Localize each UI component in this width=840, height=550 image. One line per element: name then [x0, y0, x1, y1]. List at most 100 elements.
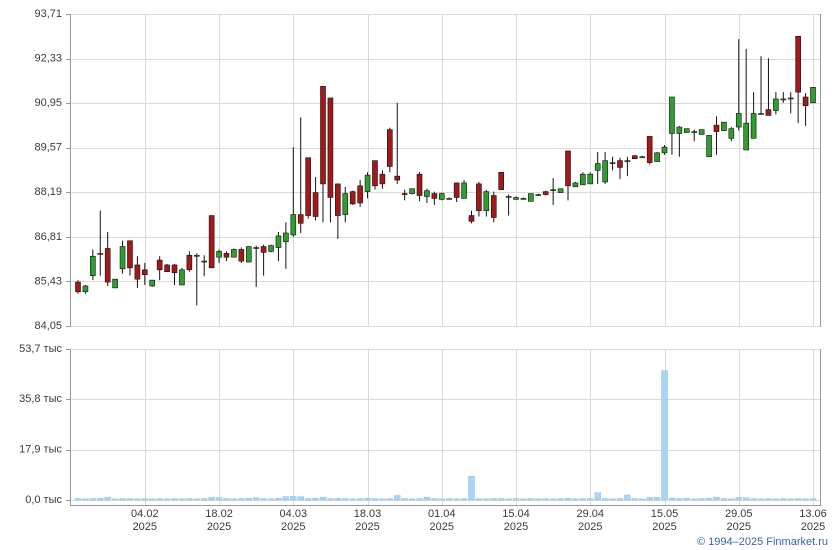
volume-bar: [193, 498, 201, 501]
candle-body: [698, 129, 705, 135]
candle-body: [134, 264, 141, 280]
volume-bar: [371, 498, 379, 501]
candle-body: [453, 182, 460, 198]
candle-body: [424, 190, 430, 197]
volume-bar: [535, 498, 542, 501]
volume-bar: [356, 498, 364, 501]
volume-bar: [408, 498, 416, 501]
x-tick-year: 2025: [281, 521, 305, 533]
x-tick-year: 2025: [727, 521, 751, 533]
volume-bar: [401, 498, 408, 501]
candle-body: [401, 193, 408, 195]
candle-body: [773, 98, 779, 111]
volume-bar: [661, 370, 668, 501]
candle-body: [787, 97, 794, 100]
candle-body: [661, 146, 668, 154]
y-tick-label: 35,8 тыс: [19, 393, 62, 405]
candle-body: [632, 155, 638, 159]
volume-bar: [728, 498, 735, 501]
y-tick-label: 90,95: [34, 97, 62, 109]
volume-bar: [97, 498, 104, 501]
candle-body: [624, 160, 631, 162]
volume-bar: [765, 498, 772, 501]
candle-body: [201, 260, 208, 263]
candle-body: [490, 195, 497, 218]
candle-body: [164, 264, 170, 273]
x-tick-label: 29.04: [577, 508, 605, 520]
candle-body: [327, 97, 334, 198]
volume-bar: [327, 498, 334, 501]
candle-body: [669, 96, 675, 134]
volume-bar: [134, 498, 141, 501]
x-tick-label: 18.03: [354, 508, 382, 520]
candle-body: [112, 278, 118, 289]
candle-body: [127, 240, 133, 269]
candle-body: [780, 98, 787, 101]
volume-bar: [148, 498, 156, 501]
volume-bar: [416, 498, 423, 501]
volume-bar: [609, 498, 616, 501]
volume-bar: [624, 494, 631, 501]
volume-bar: [780, 498, 787, 501]
candle-body: [461, 182, 467, 199]
volume-bar: [282, 496, 290, 501]
candle-body: [231, 249, 237, 258]
volume-bar: [572, 498, 579, 501]
x-tick-year: 2025: [430, 521, 454, 533]
volume-bar: [557, 498, 564, 501]
volume-bar: [119, 498, 126, 501]
volume-bar: [475, 498, 483, 501]
candle-body: [104, 248, 111, 283]
y-tick-label: 89,57: [34, 142, 62, 154]
volume-bar: [163, 498, 171, 501]
x-tick-year: 2025: [578, 521, 602, 533]
candle-body: [283, 232, 289, 243]
volume-bar: [141, 498, 149, 501]
y-tick-label: 88,19: [34, 186, 62, 198]
candle-body: [476, 183, 482, 211]
candle-body: [587, 173, 594, 185]
candle-body: [706, 135, 712, 158]
candle-body: [335, 183, 341, 216]
volume-bar: [794, 498, 802, 501]
volume-bar: [809, 498, 817, 501]
volume-bar: [453, 498, 460, 501]
volume-bar: [245, 498, 253, 501]
candle-body: [268, 245, 274, 252]
volume-bar: [713, 496, 720, 501]
x-tick-label: 13.06: [799, 508, 827, 520]
candle-body: [810, 87, 816, 104]
volume-bar: [587, 498, 594, 501]
volume-bar: [438, 498, 446, 501]
volume-bar: [520, 498, 527, 501]
volume-bar: [757, 498, 765, 501]
volume-bar: [512, 498, 520, 501]
candle-body: [765, 109, 772, 116]
candle-body: [223, 253, 230, 258]
candle-body: [342, 193, 349, 215]
candle-body: [721, 121, 727, 131]
candle-body: [179, 269, 185, 286]
candle-body: [713, 124, 720, 132]
volume-bar: [74, 498, 82, 501]
y-tick-label: 93,71: [34, 8, 62, 20]
volume-bar: [104, 496, 111, 501]
candle-body: [171, 264, 178, 274]
candle-body: [594, 163, 601, 171]
y-tick-label: 17,9 тыс: [19, 444, 62, 456]
candle-body: [387, 129, 393, 167]
volume-bar: [527, 498, 535, 501]
volume-bar: [690, 498, 698, 501]
candle-body: [676, 126, 683, 134]
volume-bar: [312, 498, 319, 501]
volume-bar: [549, 498, 557, 501]
candle-body: [193, 254, 200, 257]
volume-bar: [215, 497, 223, 501]
volume-bar: [705, 498, 713, 501]
x-tick-year: 2025: [504, 521, 528, 533]
candle-body: [297, 214, 304, 224]
candle-body: [513, 197, 519, 200]
candle-body: [446, 198, 453, 200]
candle-body: [735, 113, 742, 128]
